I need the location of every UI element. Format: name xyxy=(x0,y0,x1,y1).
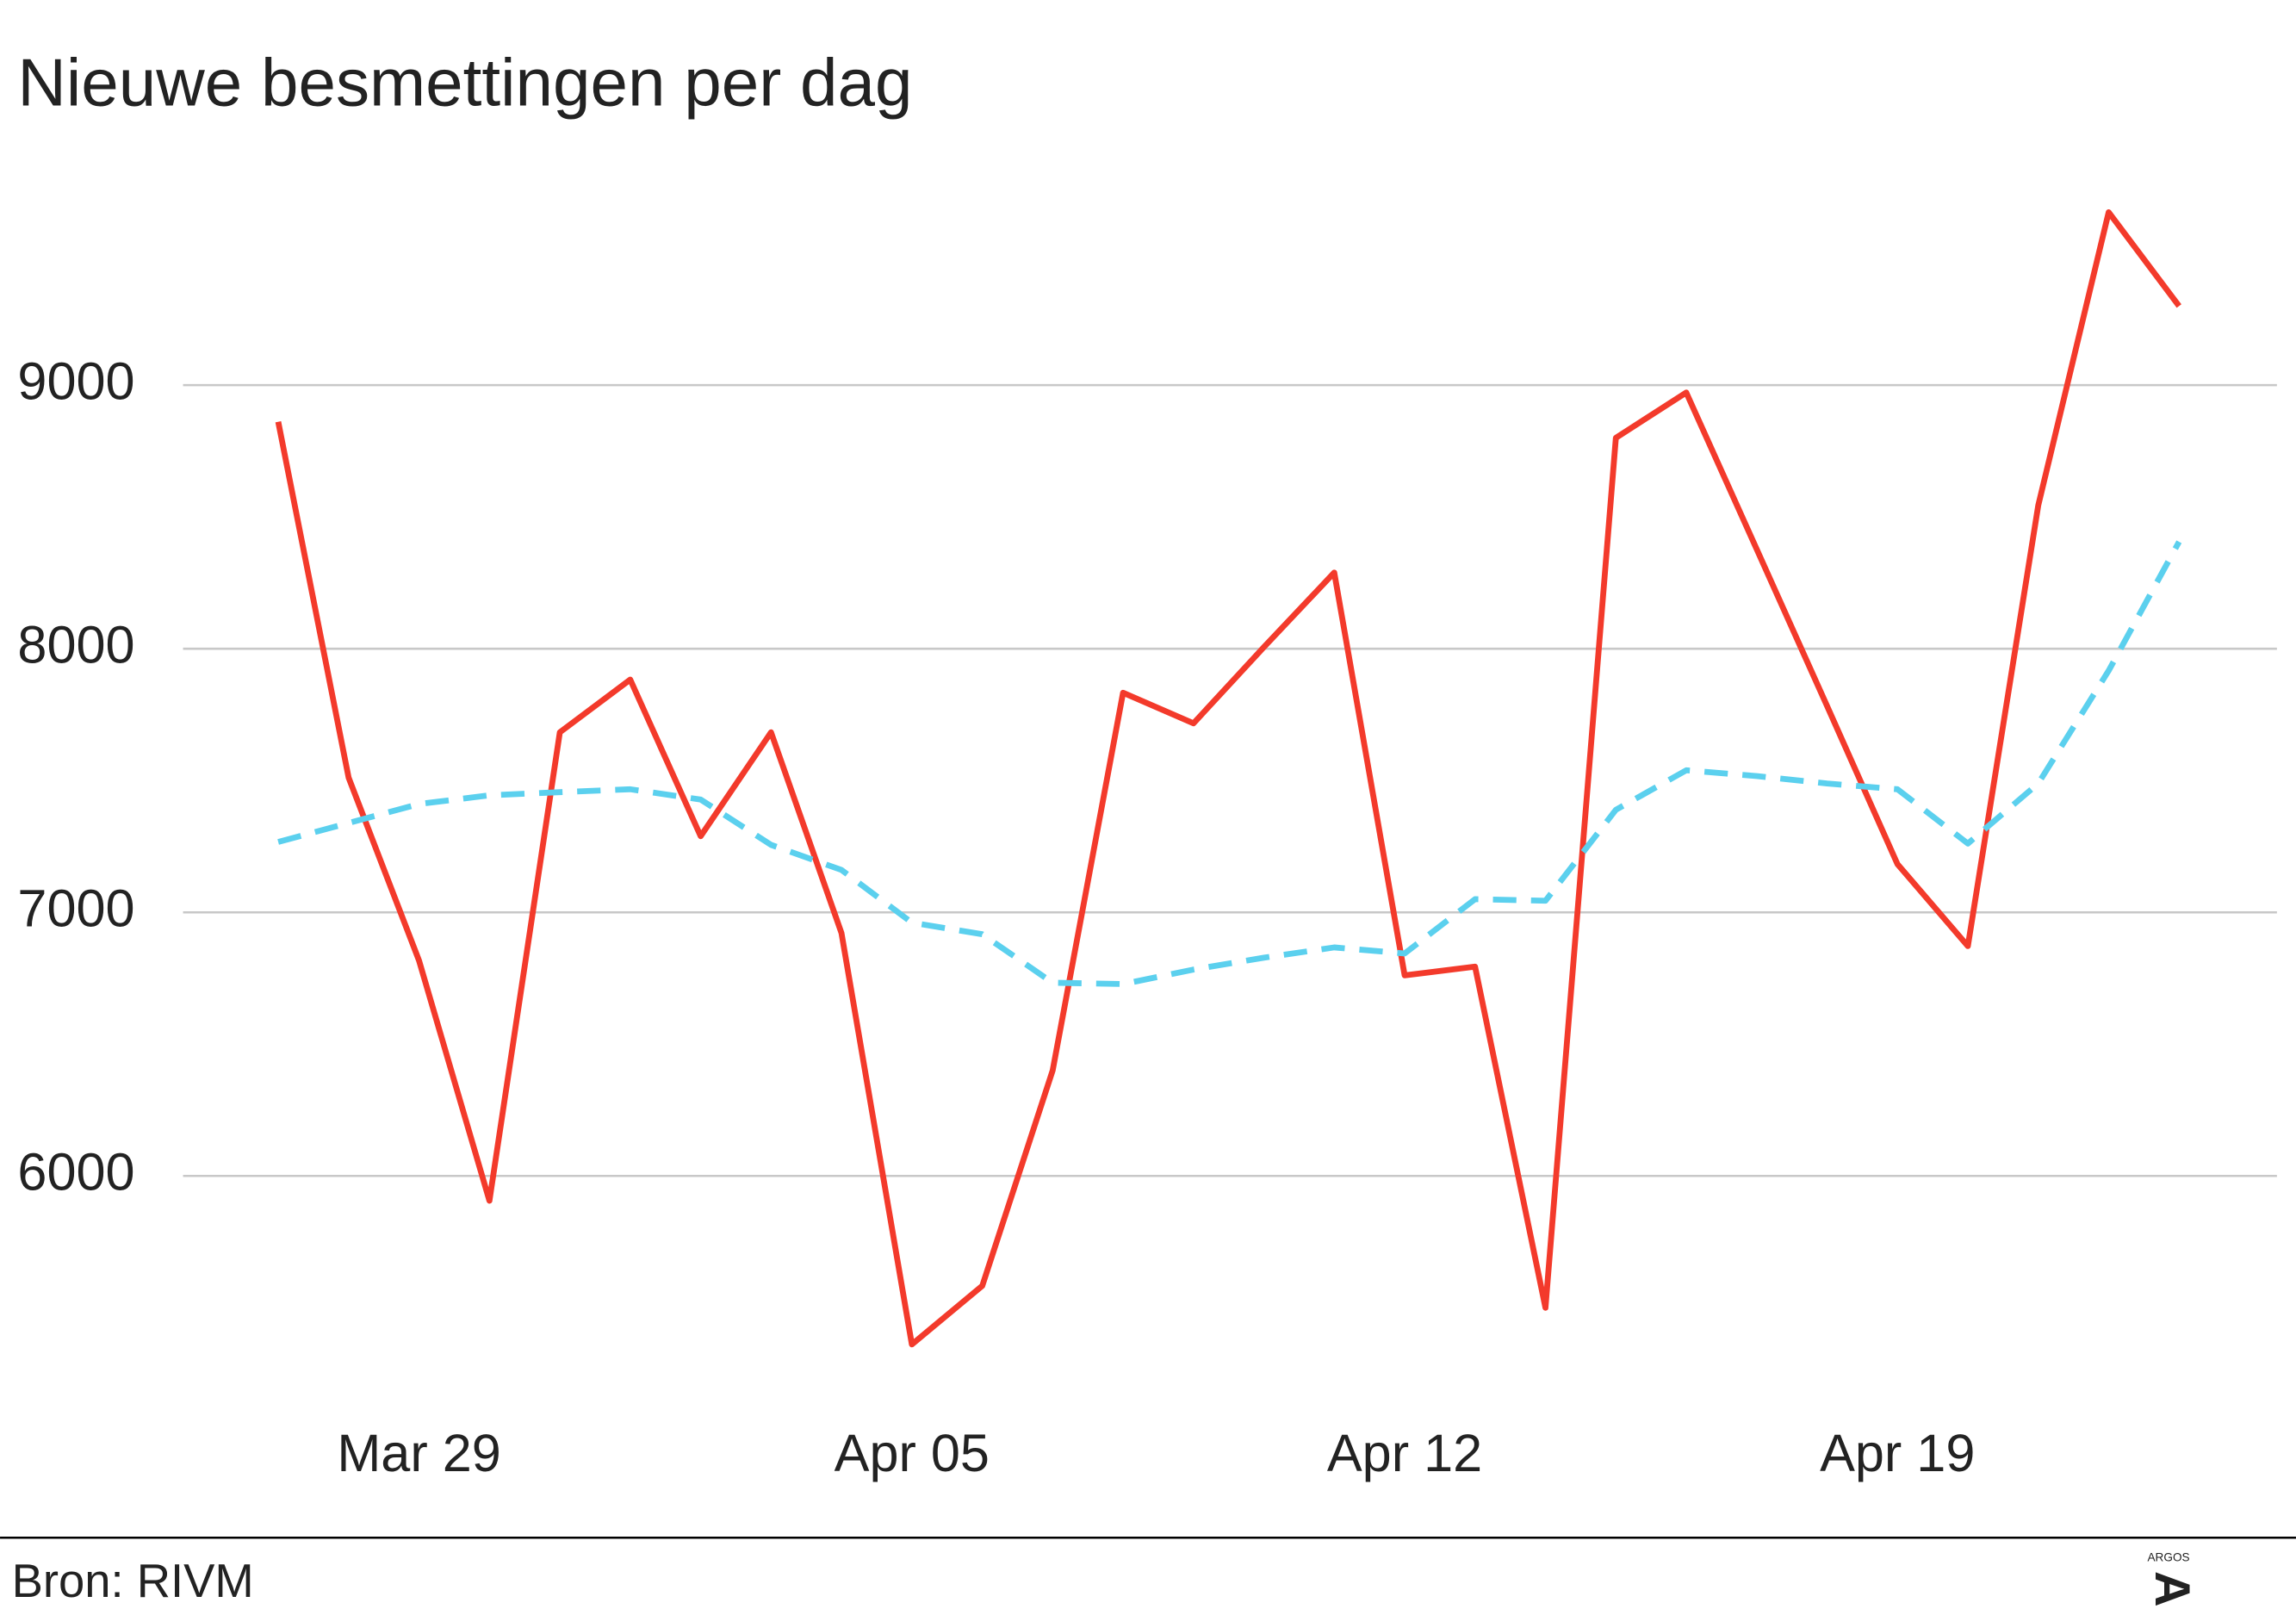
source: Bron: RIVM xyxy=(12,1555,254,1607)
y-tick-label: 7000 xyxy=(17,879,134,937)
y-tick-label: 8000 xyxy=(17,615,134,674)
chart-title: Nieuwe besmettingen per dag xyxy=(17,45,912,121)
x-tick-label: Apr 05 xyxy=(835,1424,990,1482)
series-line xyxy=(275,208,2181,1348)
x-tick-label: Apr 12 xyxy=(1327,1424,1482,1482)
y-tick-label: 6000 xyxy=(17,1142,134,1201)
logo-mark: A xyxy=(2144,1571,2200,1607)
x-tick-label: Mar 29 xyxy=(337,1424,500,1482)
series-line xyxy=(277,540,2182,987)
logo-text: ARGOS xyxy=(2147,1551,2189,1564)
y-tick-label: 9000 xyxy=(17,351,134,410)
x-tick-label: Apr 19 xyxy=(1820,1424,1975,1482)
